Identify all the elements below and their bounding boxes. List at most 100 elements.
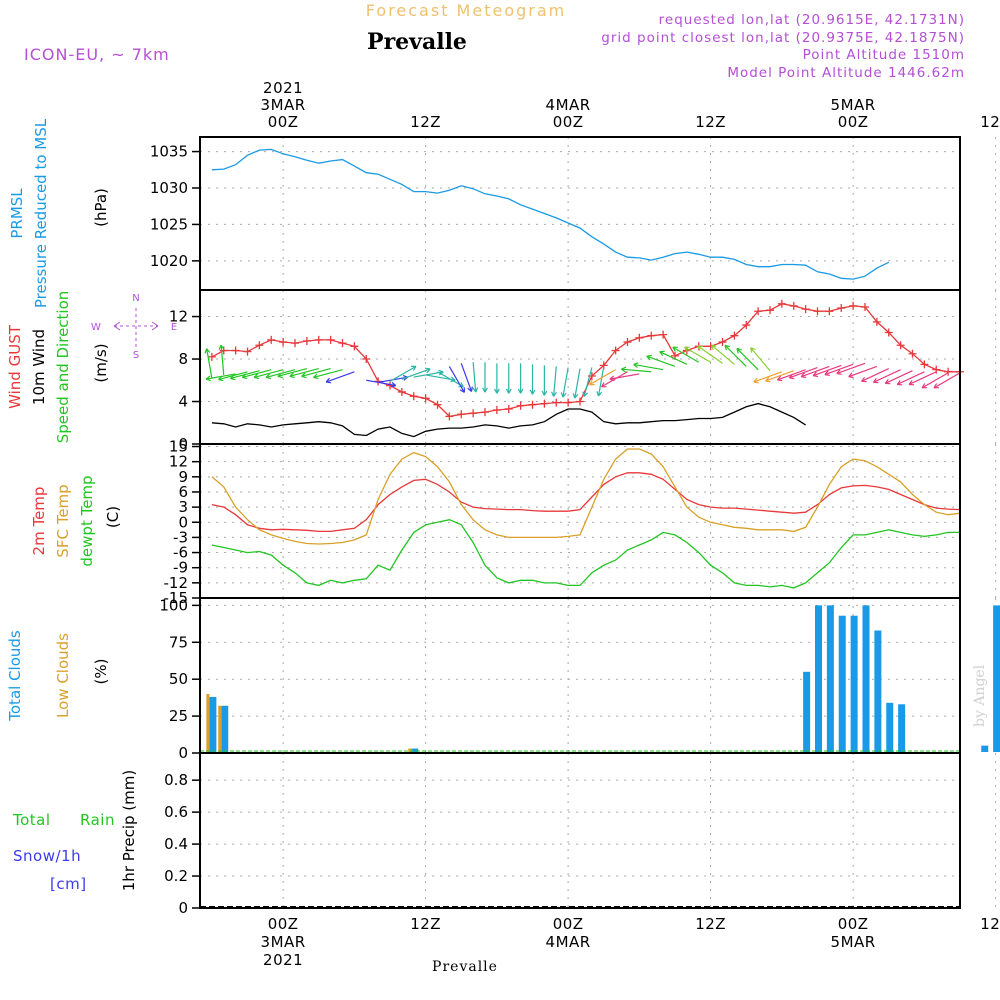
unit-label: (C) [104,506,122,528]
total-cloud-bar [826,605,834,752]
y-tick-label: 75 [169,633,188,651]
gust-marker [433,400,442,409]
legend-snow: Snow/1h [13,847,81,865]
compass-e: E [171,322,177,333]
clouds-panel: 0 25 50 75 100 Total Clouds Low Clouds (%) [6,596,1000,762]
wind-arrow-head [241,373,248,380]
gust-line [211,303,960,418]
wind-arrow-head [908,380,915,386]
wind-speed-line [211,402,806,438]
wind-arrow-head [204,348,211,354]
wind-arrow-head [505,388,512,394]
wind-arrow-head [621,366,627,373]
wind-arrow-head [633,362,639,368]
gust-marker [837,304,846,313]
gust-marker [457,410,466,419]
gust-marker [243,347,252,356]
gust-marker [576,397,584,406]
sfc-temp-line [211,448,961,545]
wind-arrow [921,372,949,389]
y-tick-label: 4 [178,393,188,411]
wind-arrow [609,373,640,380]
gust-marker [742,321,751,330]
wind-arrow-head [776,375,783,382]
wind-arrow-head [600,382,607,388]
total-cloud-bar [874,630,882,752]
bottom-tick-label: 00Z [268,915,299,933]
gust-marker [350,342,359,351]
wind-arrow [800,365,830,378]
wind-arrow-head [560,392,567,398]
gust-marker [552,398,561,407]
gust-marker [766,306,774,315]
pressure-label-2: Pressure Reduced to MSL [32,118,50,308]
wind-arrow-head [572,393,579,399]
y-tick-label: -3 [173,528,188,546]
wind-arrow-head [684,346,690,352]
wind-arrow-head [800,372,807,379]
panel-frame [199,136,961,291]
series-label: 10m Wind [30,329,48,405]
wind-arrow-head [493,388,500,394]
wind-arrow-head [265,373,272,380]
y-tick-label: -6 [173,544,188,562]
wind-arrow [583,367,593,397]
gust-marker [267,335,276,344]
wind-arrow-head [289,372,295,379]
y-tick-label: 1035 [150,143,188,161]
gust-marker [801,305,810,314]
wind-arrow [753,371,783,383]
wind-arrow-head [589,380,595,386]
wind-arrow-head [609,375,615,382]
total-cloud-bar [221,705,229,752]
pressure-line [211,148,890,280]
wind-arrow [621,368,652,373]
series-label: 2m Temp [30,487,48,556]
wind-arrow [389,365,417,382]
y-tick-label: 3 [178,498,188,516]
wind-arrow-head [390,381,397,388]
wind-arrow [301,368,331,377]
total-cloud-bar [862,605,870,752]
series-label: Total Clouds [6,630,24,722]
wind-arrow-head [529,389,536,395]
wind-arrow [824,363,854,376]
top-tick-label: 00Z [553,113,584,131]
gust-marker [338,339,347,348]
wind-arrow-head [472,387,479,393]
wind-arrow-head [229,374,236,381]
wind-arrow-head [517,388,524,394]
top-tick-label: 4MAR [546,96,591,114]
y-tick-label: 0.6 [164,803,188,821]
low-cloud-bar [408,748,412,752]
unit-label: 1hr Precip (mm) [120,770,138,891]
y-tick-label: 100 [159,596,188,614]
wind-arrow [646,355,676,368]
gust-marker [207,352,216,361]
series-label: Wind GUST [6,324,24,409]
wind-arrow [765,370,794,382]
gust-marker [884,328,893,337]
y-tick-label: 6 [178,483,188,501]
gust-marker [659,330,668,339]
y-tick-label: 0.8 [164,771,188,789]
y-tick-label: 0 [178,435,188,453]
total-cloud-bar [886,702,894,752]
wind-arrow-head [884,379,891,385]
wind-arrow-head [765,376,771,383]
wind-arrow [313,369,343,378]
wind-arrow [684,346,711,363]
wind-arrow-head [410,365,417,371]
wind-arrow-head [218,344,225,350]
wind-arrow-head [301,372,307,379]
temp2m-line [211,472,961,533]
gust-marker [279,338,288,347]
point-altitude: Point Altitude 1510m [803,47,965,63]
gust-marker [445,412,454,421]
gust-marker [849,301,858,310]
model-altitude: Model Point Altitude 1446.62m [727,65,965,81]
panel-frame [199,597,961,754]
total-cloud-bar [411,748,419,752]
